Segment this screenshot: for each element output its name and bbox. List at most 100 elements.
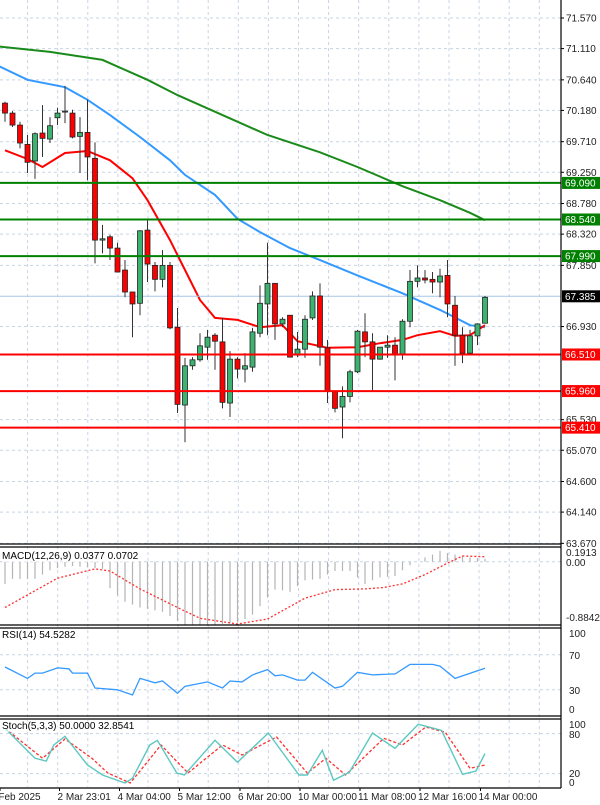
candle-body-bull — [377, 346, 383, 360]
time-tick-label: 6 Mar 20:00 — [238, 792, 292, 803]
candle — [354, 329, 361, 374]
candle-body-bull — [347, 371, 353, 397]
candle — [212, 333, 218, 370]
candle-body-bull — [302, 318, 308, 350]
candle-body-bear — [152, 264, 158, 280]
candle — [9, 111, 16, 128]
candle — [189, 357, 196, 370]
time-tick-label: 10 Mar 00:00 — [298, 792, 357, 803]
rsi-tick-label: 30 — [569, 686, 581, 697]
candle-body-bull — [309, 295, 316, 319]
candle — [84, 99, 91, 181]
candle-body-bull — [467, 335, 473, 354]
candle-body-bear — [332, 390, 338, 409]
candle-body-bear — [362, 331, 368, 343]
candle — [92, 142, 98, 264]
candle — [77, 117, 83, 173]
candle-body-bear — [167, 264, 173, 329]
price-tick-label: 68.780 — [566, 199, 597, 210]
candle-body-bear — [84, 131, 91, 158]
candle-body-bear — [422, 277, 428, 281]
candle-body-bull — [354, 330, 361, 373]
price-tick-label: 67.850 — [566, 261, 597, 272]
candle-body-bull — [197, 345, 203, 361]
support-level-badge — [562, 348, 600, 361]
candle — [24, 135, 31, 173]
candle — [242, 353, 248, 383]
candle-body-bear — [444, 274, 451, 305]
candle — [174, 307, 181, 414]
candle — [227, 351, 233, 417]
stoch-main-line — [4, 723, 486, 784]
candle — [467, 329, 473, 354]
candle-body-bull — [279, 318, 286, 325]
candle — [324, 339, 331, 404]
candle-body-bull — [264, 282, 271, 305]
candle — [369, 333, 376, 391]
candle — [167, 262, 173, 330]
candle — [362, 313, 368, 358]
price-tick-label: 70.640 — [566, 75, 597, 86]
macd-title: MACD(12,26,9) 0.0377 0.0702 — [2, 551, 139, 562]
candle — [317, 283, 323, 366]
candle — [392, 337, 398, 381]
candle-body-bull — [437, 275, 443, 283]
stoch-tick-label: 80 — [569, 730, 581, 741]
candle-body-bear — [107, 236, 113, 249]
rsi-line — [4, 663, 486, 696]
candle — [287, 314, 293, 358]
stoch-signal-line — [4, 726, 486, 784]
candle-body-bull — [242, 365, 248, 370]
candle-body-bull — [399, 320, 406, 355]
candle-body-bear — [24, 143, 31, 163]
candle — [32, 132, 38, 179]
candle — [339, 386, 346, 439]
candle — [197, 333, 203, 362]
candle — [459, 327, 466, 364]
candle-body-bull — [204, 336, 211, 348]
candle-body-bull — [339, 395, 346, 408]
support-level-badge — [562, 385, 600, 398]
candle — [152, 262, 158, 292]
time-tick-label: 5 Mar 12:00 — [178, 792, 232, 803]
price-tick-label: 70.180 — [566, 106, 597, 117]
time-tick-label: 11 Mar 08:00 — [358, 792, 417, 803]
candle — [407, 270, 413, 328]
time-tick-label: 2 Mar 23:01 — [58, 792, 112, 803]
candle-body-bear — [174, 326, 181, 405]
time-tick-label: 12 Mar 16:00 — [418, 792, 477, 803]
candle-body-bull — [227, 358, 233, 404]
price-tick-label: 69.250 — [566, 168, 597, 179]
candle-body-bull — [474, 323, 481, 337]
candle — [272, 282, 278, 340]
ma-slow-line — [0, 45, 486, 222]
candle-body-bull — [414, 277, 421, 282]
candle-body-bear — [287, 314, 293, 358]
candle-body-bull — [257, 302, 263, 334]
candle — [474, 323, 481, 346]
resistance-level-badge — [562, 213, 600, 226]
level-label: 67.990 — [565, 252, 596, 263]
candle — [422, 270, 428, 284]
candle-body-bear — [234, 358, 241, 370]
candle — [144, 220, 151, 283]
candle-body-bear — [212, 334, 218, 342]
candle-body-bull — [182, 365, 188, 406]
candle-body-bull — [99, 238, 106, 241]
candle — [309, 291, 316, 320]
candle-body-bear — [144, 229, 151, 265]
ma-fast-line — [4, 149, 486, 349]
candle-body-bear — [92, 157, 98, 241]
resistance-level-badge — [562, 250, 600, 263]
candle-body-bull — [54, 112, 61, 119]
candle-body-bear — [69, 112, 76, 138]
candle — [302, 315, 308, 358]
candle-body-bear — [219, 341, 226, 403]
level-label: 69.090 — [565, 178, 596, 189]
candle-body-bull — [407, 280, 413, 322]
candle-body-bear — [272, 282, 278, 325]
candle-body-bull — [47, 125, 53, 140]
candle-body-bull — [189, 359, 196, 367]
level-label: 68.540 — [565, 215, 596, 226]
